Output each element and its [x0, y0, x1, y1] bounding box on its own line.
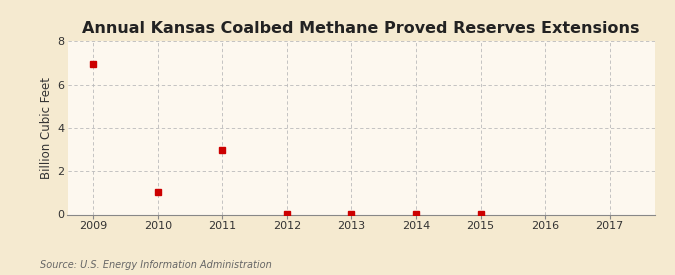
- Text: Source: U.S. Energy Information Administration: Source: U.S. Energy Information Administ…: [40, 260, 272, 270]
- Y-axis label: Billion Cubic Feet: Billion Cubic Feet: [40, 77, 53, 179]
- Title: Annual Kansas Coalbed Methane Proved Reserves Extensions: Annual Kansas Coalbed Methane Proved Res…: [82, 21, 640, 36]
